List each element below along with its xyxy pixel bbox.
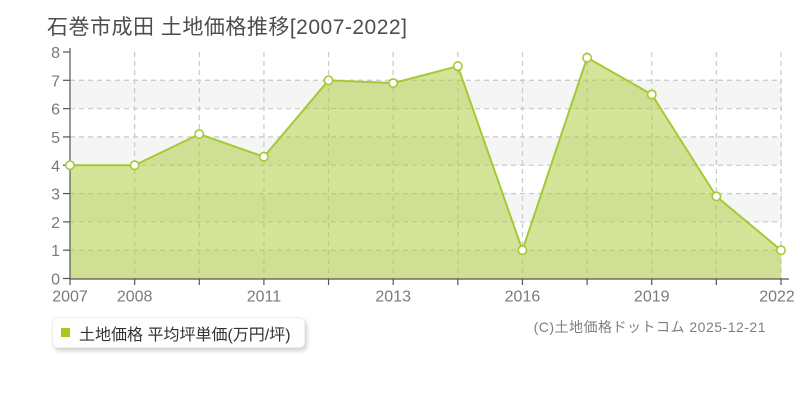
y-tick-label: 0 (51, 272, 60, 289)
data-point-marker (646, 89, 657, 100)
data-point-marker (194, 129, 205, 140)
y-tick-label: 1 (51, 243, 60, 260)
x-tick-label: 2019 (634, 289, 670, 306)
price-line (70, 56, 782, 252)
legend: 土地価格 平均坪単価(万円/坪) (52, 317, 305, 348)
data-point-marker (388, 78, 399, 89)
x-tick-label: 2011 (247, 289, 282, 306)
data-point-marker (129, 160, 140, 171)
data-point-marker (711, 191, 722, 202)
x-tick-label: 2016 (505, 289, 541, 306)
copyright-text: (C)土地価格ドットコム 2025-12-21 (533, 319, 766, 335)
x-tick-label: 2008 (117, 289, 153, 306)
data-point-marker (65, 160, 76, 171)
y-tick-label: 6 (51, 102, 60, 119)
data-point-marker (775, 245, 786, 256)
x-tick-label: 2007 (52, 289, 88, 306)
price-trend-chart: 0 1 2 3 4 5 6 7 8 2007 2008 2011 2013 2016 2019 2022 (51, 45, 795, 306)
y-tick-label: 7 (51, 73, 60, 90)
data-point-marker (452, 61, 463, 72)
x-tick-label: 2022 (759, 289, 795, 306)
y-tick-label: 5 (51, 130, 60, 147)
data-point-marker (258, 151, 269, 162)
legend-marker-square (61, 328, 70, 337)
data-point-marker (582, 52, 593, 63)
area-fill (70, 57, 781, 279)
x-tick-label: 2013 (375, 289, 411, 306)
y-tick-label: 8 (51, 45, 60, 62)
y-tick-label: 2 (51, 215, 60, 232)
chart-title: 石巻市成田 土地価格推移[2007-2022] (47, 16, 408, 39)
data-point-marker (323, 75, 334, 86)
data-point-marker (517, 245, 528, 256)
legend-label: 土地価格 平均坪単価(万円/坪) (79, 326, 291, 344)
y-tick-label: 4 (51, 158, 60, 175)
y-tick-label: 3 (51, 187, 60, 204)
